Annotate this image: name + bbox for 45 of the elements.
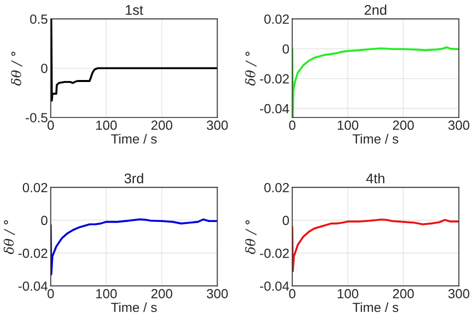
y-tick-label: 0: [282, 216, 289, 226]
y-tick-label: -0.02: [260, 74, 289, 84]
x-tick-label: 0: [48, 289, 54, 298]
x-tick-label: 100: [338, 289, 358, 298]
x-tick-label: 300: [206, 289, 228, 298]
x-axis-title: Time / s: [111, 302, 157, 312]
y-axis-title: δθ / °: [245, 220, 256, 254]
y-tick-label: 0.02: [264, 14, 289, 24]
x-tick-label: 100: [96, 120, 117, 130]
y-tick-label: 0.02: [264, 182, 289, 192]
y-tick-label: 0.5: [30, 14, 48, 24]
x-tick-label: 300: [206, 120, 228, 130]
y-tick-label: 0.02: [22, 182, 48, 192]
y-tick-label: -0.04: [18, 281, 48, 291]
x-tick-label: 100: [338, 120, 358, 130]
y-tick-label: -0.04: [260, 281, 290, 291]
x-tick-label: 0: [289, 289, 296, 298]
y-axis-title: δθ / °: [4, 220, 15, 254]
line-series: [50, 218, 218, 276]
x-tick-label: 200: [151, 289, 172, 298]
y-tick-label: -0.02: [260, 248, 289, 258]
chart-title: 1st: [126, 5, 144, 15]
x-tick-label: 200: [151, 120, 172, 130]
y-tick-label: -0.02: [18, 248, 48, 258]
x-axis-title: Time / s: [352, 302, 398, 312]
chart-title: 4th: [366, 173, 384, 184]
y-tick-label: 0: [41, 64, 48, 74]
y-tick-label: 0: [282, 44, 289, 54]
y-tick-label: -0.5: [26, 112, 48, 122]
line-series: [292, 218, 459, 272]
x-tick-label: 300: [448, 120, 470, 130]
x-axis-title: Time / s: [111, 134, 157, 144]
y-axis-title: δθ / °: [10, 52, 22, 86]
chart-title: 2nd: [364, 4, 386, 15]
x-tick-label: 200: [392, 120, 414, 130]
x-tick-label: 0: [289, 120, 296, 130]
chart-title: 3rd: [124, 173, 144, 184]
x-tick-label: 100: [96, 289, 117, 298]
x-tick-label: 300: [448, 289, 470, 298]
x-tick-label: 200: [392, 289, 414, 298]
y-tick-label: 0: [41, 216, 48, 226]
y-tick-label: -0.04: [260, 104, 290, 114]
x-axis-title: Time / s: [352, 134, 398, 144]
x-tick-label: 0: [48, 120, 54, 130]
y-axis-title: δθ / °: [245, 52, 256, 86]
